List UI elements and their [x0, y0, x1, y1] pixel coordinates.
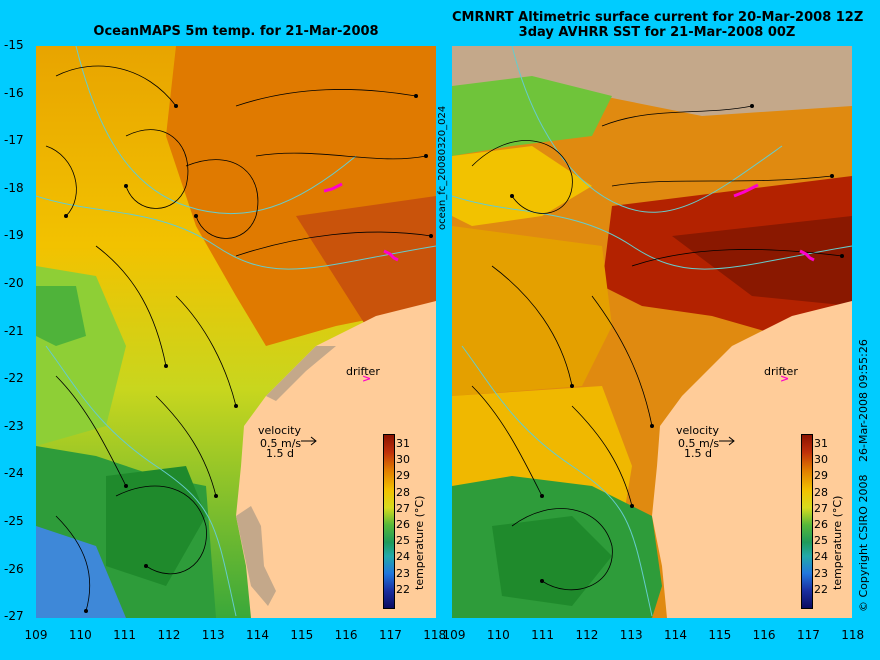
- y-tick-label: -17: [4, 133, 24, 148]
- velocity-speed-right: 0.5 m/s: [678, 437, 720, 450]
- colorbar-left-title: temperature (°C): [413, 495, 426, 590]
- velocity-label-right: velocity: [676, 424, 719, 437]
- colorbar-tick-label: 23: [814, 566, 828, 580]
- drifter-marker-right: >: [780, 372, 790, 385]
- x-tick-label: 109: [442, 628, 466, 642]
- velocity-label-left: velocity: [258, 424, 301, 437]
- colorbar-right: [801, 434, 813, 609]
- x-tick-label: 116: [334, 628, 358, 642]
- x-tick-label: 115: [290, 628, 314, 642]
- x-tick-label: 118: [841, 628, 865, 642]
- x-tick-label: 117: [378, 628, 402, 642]
- y-tick-label: -25: [4, 514, 24, 528]
- y-tick-label: -18: [4, 180, 24, 195]
- colorbar-tick-label: 22: [396, 582, 410, 596]
- copyright-text: © Copyright CSIRO 2008: [857, 474, 870, 612]
- colorbar-right-title: temperature (°C): [831, 495, 844, 590]
- colorbar-tick-label: 26: [396, 518, 410, 531]
- drifter-label-left: drifter: [346, 365, 380, 378]
- x-tick-label: 111: [531, 628, 555, 642]
- y-tick-label: -16: [4, 85, 24, 100]
- drifter-marker-left: >: [362, 372, 372, 385]
- y-tick-label: -26: [4, 561, 24, 576]
- velocity-duration-right: 1.5 d: [684, 447, 712, 460]
- x-tick-label: 113: [201, 628, 225, 642]
- colorbar-tick-label: 25: [814, 534, 828, 548]
- y-tick-label: -19: [4, 228, 24, 243]
- colorbar-tick-label: 30: [814, 453, 828, 467]
- velocity-arrow-right: [719, 436, 735, 446]
- x-tick-label: 110: [68, 628, 92, 642]
- colorbar-tick-label: 23: [396, 566, 410, 580]
- colorbar-tick-label: 28: [396, 485, 410, 499]
- y-tick-label: -24: [4, 466, 24, 481]
- colorbar-tick-label: 29: [814, 469, 828, 483]
- colorbar-tick-label: 29: [396, 469, 410, 483]
- colorbar-tick-label: 28: [814, 485, 828, 499]
- colorbar-tick-label: 26: [814, 518, 828, 531]
- x-tick-label: 112: [575, 628, 599, 642]
- colorbar-tick-label: 25: [396, 534, 410, 548]
- left-map-panel: [36, 46, 436, 618]
- x-tick-label: 117: [796, 628, 820, 642]
- right-map-panel: [452, 46, 852, 618]
- colorbar-tick-label: 22: [814, 582, 828, 596]
- colorbar-tick-label: 30: [396, 453, 410, 467]
- colorbar-tick-label: 24: [396, 550, 410, 564]
- x-tick-label: 109: [24, 628, 48, 642]
- velocity-duration-left: 1.5 d: [266, 447, 294, 460]
- timestamp-text: 26-Mar-2008 09:55:26: [857, 339, 870, 462]
- y-tick-label: -15: [4, 38, 24, 52]
- colorbar-tick-label: 27: [814, 501, 828, 515]
- drifter-label-right: drifter: [764, 365, 798, 378]
- velocity-arrow-left: [301, 436, 317, 446]
- y-tick-label: -22: [4, 371, 24, 386]
- velocity-speed-left: 0.5 m/s: [260, 437, 302, 450]
- x-tick-label: 110: [486, 628, 510, 642]
- y-tick-label: -21: [4, 323, 24, 338]
- x-tick-label: 115: [708, 628, 732, 642]
- y-tick-label: -27: [4, 609, 24, 624]
- colorbar-tick-label: 31: [396, 437, 410, 450]
- x-tick-label: 113: [619, 628, 643, 642]
- x-tick-label: 118: [423, 628, 447, 642]
- x-tick-label: 112: [157, 628, 181, 642]
- colorbar-tick-label: 31: [814, 437, 828, 450]
- y-tick-label: -23: [4, 418, 24, 433]
- run-label: ocean_fc_20080320_024: [437, 105, 448, 230]
- colorbar-tick-label: 27: [396, 501, 410, 515]
- x-tick-label: 114: [246, 628, 269, 642]
- x-tick-label: 111: [113, 628, 137, 642]
- colorbar-left: [383, 434, 395, 609]
- colorbar-tick-label: 24: [814, 550, 828, 564]
- left-panel-title: OceanMAPS 5m temp. for 21-Mar-2008: [93, 24, 379, 39]
- x-tick-label: 114: [664, 628, 687, 642]
- right-panel-title-line2: 3day AVHRR SST for 21-Mar-2008 00Z: [518, 25, 796, 40]
- y-tick-label: -20: [4, 276, 24, 290]
- right-panel-title-line1: CMRNRT Altimetric surface current for 20…: [452, 10, 864, 25]
- x-tick-label: 116: [752, 628, 776, 642]
